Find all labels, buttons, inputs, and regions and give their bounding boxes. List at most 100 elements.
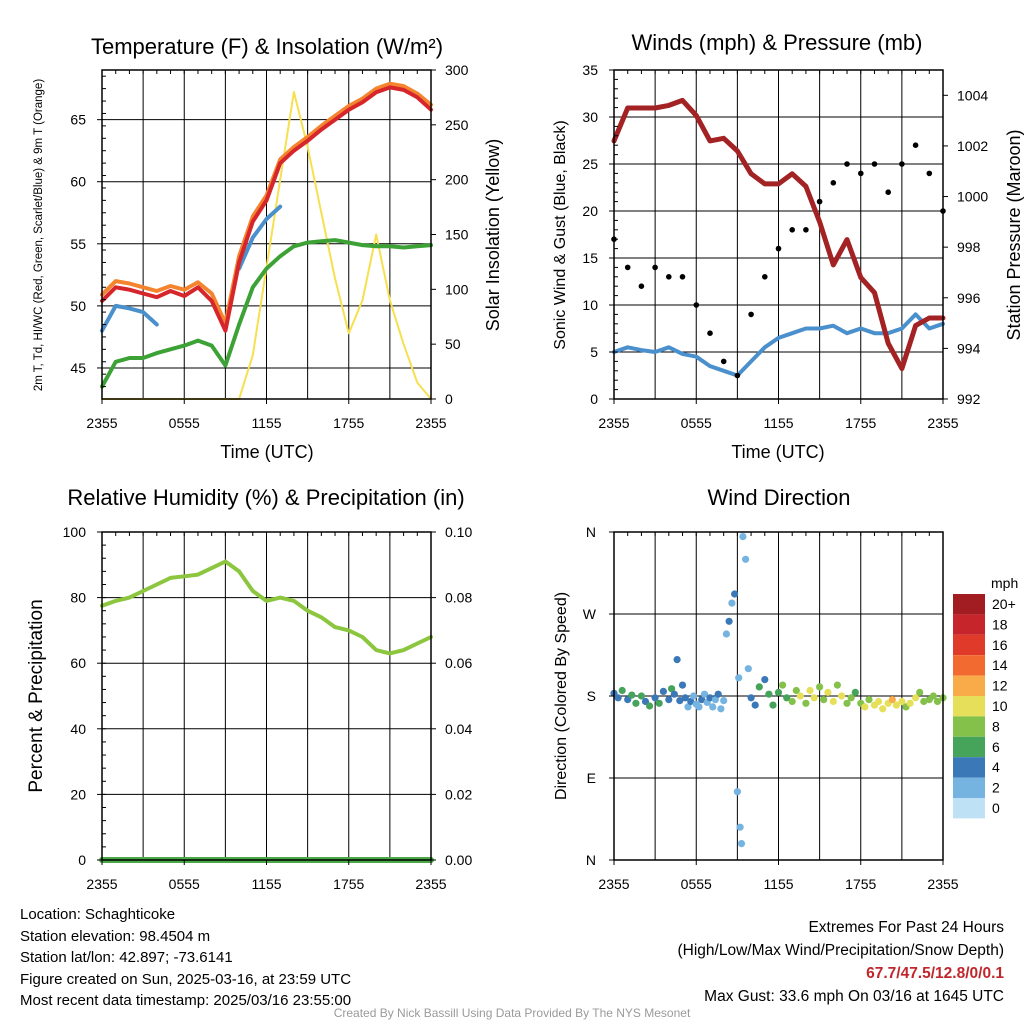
wind-direction-point [779,681,787,689]
wind-gust-point [720,358,727,365]
temp-2m-line [100,85,433,333]
y-axis-label-left: 2m T, Td, HI/WC (Red, Green, Scarlet/Blu… [33,79,45,391]
y-tick-label-right: 100 [445,281,469,297]
y-axis-label-left: Sonic Wind & Gust (Blue, Black) [552,120,569,349]
wind-direction-point [792,686,800,695]
wind-direction-point [681,694,689,702]
y-tick-label-right: 300 [445,62,469,78]
max-gust: Max Gust: 33.6 mph On 03/16 at 1645 UTC [704,988,1004,1005]
station-pressure-line [611,97,946,372]
wind-gust-point [830,180,837,186]
wind-direction-point [929,692,938,700]
humidity-precipitation-panel: Relative Humidity (%) & Precipitation (i… [26,485,472,892]
wind-direction-point [668,685,676,693]
wind-direction-point [717,705,725,713]
wind-direction-point [670,690,678,698]
wind-gust-point [803,227,809,233]
colorbar-label: 16 [992,637,1008,653]
y-tick-label-left: 0 [590,391,598,407]
wind-gust-point [707,330,713,337]
colorbar-label: 20+ [992,596,1016,612]
x-tick-label: 0555 [169,876,200,892]
x-tick-label: 1755 [845,876,876,892]
y-tick-label-right: 0.06 [445,655,472,671]
y-tick-label-left: N [586,852,596,868]
wind-gust-point [638,283,645,290]
wind-direction-point [875,697,883,706]
y-tick-label-right: 0.02 [445,786,472,802]
wind-direction-point [733,788,742,796]
wind-direction-point [833,681,842,689]
y-tick-label-left: 55 [70,236,86,252]
wind-direction-point [678,681,687,689]
wind-direction-point [709,703,717,711]
y-tick-label-right: 0.04 [445,721,472,737]
wind-direction-point [687,697,695,706]
x-tick-label: 0555 [681,415,712,431]
wind-direction-point [920,697,928,706]
wind-direction-point [618,686,626,695]
wind-direction-point [742,555,750,563]
x-tick-label: 0555 [681,876,712,892]
wind-direction-point [774,688,783,697]
wind-direction-point [916,688,924,697]
y-tick-label-left: 65 [70,112,86,128]
wind-direction-point [933,697,942,706]
colorbar-swatch [953,696,985,717]
y-tick-label-right: 0.00 [445,852,472,868]
x-tick-label: 2355 [598,415,629,431]
y-tick-label-right: 200 [445,172,469,188]
x-tick-label: 1755 [333,415,364,431]
colorbar-swatch [953,594,985,615]
colorbar-label: 4 [992,759,1000,775]
heat-index-wind-chill-line [100,204,283,333]
colorbar-label: 8 [992,718,1000,734]
x-tick-label: 1155 [251,415,281,431]
y-tick-label-left: E [587,770,596,786]
extremes-values: 67.7/47.5/12.8/0/0.1 [866,965,1004,982]
y-tick-label-right: 0.10 [445,524,472,540]
recent-timestamp: Most recent data timestamp: 2025/03/16 2… [20,992,352,1009]
y-tick-label-left: 15 [582,250,598,266]
y-tick-label-left: N [586,524,596,540]
wind-direction-point [646,702,654,710]
wind-gust-point [912,142,919,148]
y-tick-label-right: 250 [445,117,469,133]
colorbar-swatch [953,655,985,676]
wind-gust-point [693,302,700,308]
wind-direction-point [698,696,706,704]
wind-direction-point [736,823,744,831]
colorbar-label: 0 [992,800,1000,816]
wind-direction-point [632,699,640,707]
y-tick-label-right: 996 [957,290,981,306]
wind-direction-point [802,699,810,707]
wind-direction-point [614,694,622,702]
x-axis-label: Time (UTC) [220,442,313,462]
y-tick-label-left: 5 [590,344,598,360]
y-tick-label-left: 45 [70,360,86,376]
colorbar-label: 12 [992,678,1008,694]
wind-gust-point [734,372,741,379]
wind-direction-point [655,699,663,707]
wind-direction-point [796,692,805,700]
y-tick-label-right: 50 [445,336,461,352]
wind-direction-point [637,692,646,700]
extremes-subtitle: (High/Low/Max Wind/Precipitation/Snow De… [677,942,1005,959]
wind-direction-point [816,683,824,691]
y-tick-label-left: 30 [582,109,598,125]
wind-direction-point [888,696,896,704]
y-tick-label-right: 0 [445,391,453,407]
wind-direction-point [912,694,920,702]
x-tick-label: 1755 [333,876,364,892]
wind-direction-point [829,697,837,706]
y-tick-label-left: S [587,688,596,704]
y-tick-label-left: 0 [78,852,86,868]
x-tick-label: 2355 [598,876,629,892]
wind-direction-point [714,690,722,698]
wind-direction-point [783,694,791,702]
y-tick-label-right: 994 [957,340,981,356]
x-tick-label: 1155 [251,876,281,892]
wind-direction-point [892,701,901,709]
x-tick-label: 2355 [86,415,117,431]
